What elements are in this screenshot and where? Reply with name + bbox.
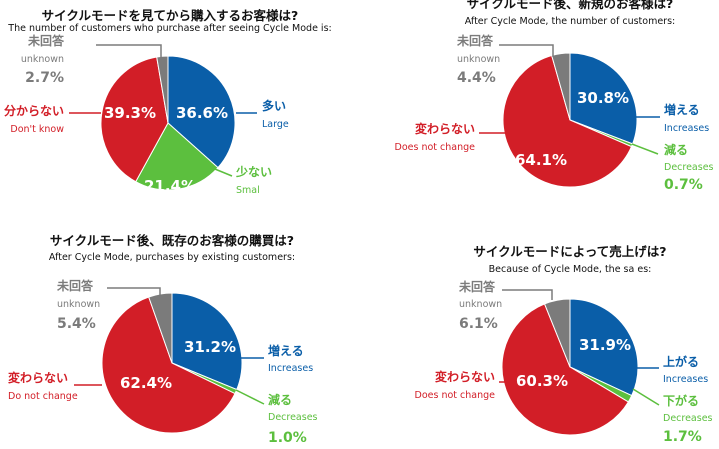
chart-4-label-jp-unknown: 未回答 bbox=[458, 279, 496, 294]
chart-3-subtitle: After Cycle Mode, purchases by existing … bbox=[49, 252, 295, 263]
chart-2-value-increase: 30.8% bbox=[577, 89, 629, 107]
chart-2-label-en-increase: Increases bbox=[664, 123, 709, 134]
chart-3-label-jp-increase: 増える bbox=[268, 343, 304, 358]
chart-3-leader-unknown bbox=[107, 287, 161, 297]
chart-1-slice-increase bbox=[167, 55, 236, 169]
chart-4-slice-unknown bbox=[543, 298, 571, 368]
chart-3-label-jp-decrease: 減る bbox=[268, 392, 292, 407]
chart-4-value-decrease: 1.7% bbox=[663, 429, 702, 445]
chart-1-label-jp-unknown: 未回答 bbox=[27, 33, 65, 48]
chart-2-label-jp-unknown: 未回答 bbox=[456, 33, 494, 48]
chart-4-value-unknown: 6.1% bbox=[459, 316, 498, 332]
chart-4-label-en-increase: Increases bbox=[663, 374, 708, 385]
chart-2-value-decrease: 0.7% bbox=[664, 177, 703, 193]
chart-3-slice-no-change bbox=[101, 296, 236, 434]
chart-2-label-en-unknown: unknown bbox=[457, 54, 500, 65]
chart-2-subtitle: After Cycle Mode, the number of customer… bbox=[465, 16, 676, 27]
chart-1-label-jp-increase: 多い bbox=[262, 98, 286, 113]
chart-1-subtitle: The number of customers who purchase aft… bbox=[7, 23, 331, 34]
chart-3-value-decrease: 1.0% bbox=[268, 430, 307, 445]
chart-1-label-en-decrease: Smal bbox=[236, 185, 260, 196]
chart-2-label-jp-increase: 増える bbox=[664, 102, 700, 117]
chart-4-leader-unknown bbox=[502, 289, 553, 300]
chart-1-slice-no-change bbox=[100, 56, 169, 183]
chart-2-value-unknown: 4.4% bbox=[457, 70, 496, 86]
chart-1-label-jp-no-change: 分からない bbox=[4, 103, 64, 118]
chart-4-value-increase: 31.9% bbox=[579, 336, 631, 354]
chart-2-slice-increase bbox=[569, 52, 638, 145]
chart-1-label-en-no-change: Don't know bbox=[10, 124, 64, 135]
chart-4-label-en-unknown: unknown bbox=[459, 299, 502, 310]
chart-1-slice-unknown bbox=[156, 55, 169, 124]
chart-3-leader-decrease bbox=[235, 389, 265, 405]
chart-3-label-en-increase: Increases bbox=[268, 363, 313, 374]
chart-2-label-en-no-change: Does not change bbox=[395, 142, 476, 153]
chart-1-label-en-unknown: unknown bbox=[21, 54, 64, 65]
chart-2-value-no-change: 64.1% bbox=[515, 151, 567, 169]
chart-1-value-unknown: 2.7% bbox=[25, 70, 64, 86]
chart-1-leader-unknown bbox=[96, 44, 162, 58]
chart-2-slice-no-change bbox=[502, 54, 633, 188]
chart-4-leader-decrease bbox=[632, 388, 660, 406]
chart-3-value-unknown: 5.4% bbox=[57, 316, 96, 332]
chart-4-label-jp-increase: 上がる bbox=[663, 354, 699, 369]
chart-4-label-jp-decrease: 下がる bbox=[663, 393, 699, 408]
chart-3-slice-increase bbox=[171, 292, 243, 391]
chart-4-label-jp-no-change: 変わらない bbox=[435, 369, 495, 384]
chart-1-label-en-increase: Large bbox=[262, 119, 289, 130]
chart-1-value-decrease: 21.4% bbox=[144, 177, 196, 195]
chart-2-label-jp-decrease: 減る bbox=[664, 142, 688, 157]
chart-3-value-no-change: 62.4% bbox=[120, 374, 172, 392]
chart-4-slice-increase bbox=[569, 298, 639, 397]
chart-3-label-en-decrease: Decreases bbox=[268, 412, 318, 423]
chart-2-leader-decrease bbox=[631, 143, 659, 155]
chart-2-title: サイクルモード後、新規のお客様は? bbox=[467, 0, 674, 11]
chart-1-value-increase: 36.6% bbox=[176, 104, 228, 122]
chart-2-label-en-decrease: Decreases bbox=[664, 162, 714, 173]
chart-4-subtitle: Because of Cycle Mode, the sa es: bbox=[489, 264, 652, 275]
chart-3-label-jp-unknown: 未回答 bbox=[56, 278, 94, 293]
chart-3-value-increase: 31.2% bbox=[184, 338, 236, 356]
chart-1-leader-decrease bbox=[209, 166, 233, 177]
chart-1-label-jp-decrease: 少ない bbox=[235, 164, 272, 179]
chart-4-label-en-no-change: Does not change bbox=[415, 390, 496, 401]
chart-3-label-jp-no-change: 変わらない bbox=[8, 370, 68, 385]
chart-3-label-en-unknown: unknown bbox=[57, 299, 100, 310]
chart-3-title: サイクルモード後、既存のお客様の購買は? bbox=[50, 233, 294, 248]
chart-2-leader-unknown bbox=[499, 44, 554, 57]
chart-1-value-no-change: 39.3% bbox=[104, 104, 156, 122]
chart-2-slice-unknown bbox=[551, 52, 571, 121]
chart-4-label-en-decrease: Decreases bbox=[663, 413, 713, 424]
chart-4-title: サイクルモードによって売上げは? bbox=[473, 244, 666, 259]
chart-1-slice-decrease bbox=[135, 122, 219, 191]
chart-3-label-en-no-change: Do not change bbox=[8, 391, 78, 402]
chart-1-title: サイクルモードを見てから購入するお客様は? bbox=[42, 8, 299, 23]
chart-4-slice-no-change bbox=[501, 303, 629, 436]
chart-4-value-no-change: 60.3% bbox=[516, 372, 568, 390]
chart-2-label-jp-no-change: 変わらない bbox=[415, 121, 475, 136]
